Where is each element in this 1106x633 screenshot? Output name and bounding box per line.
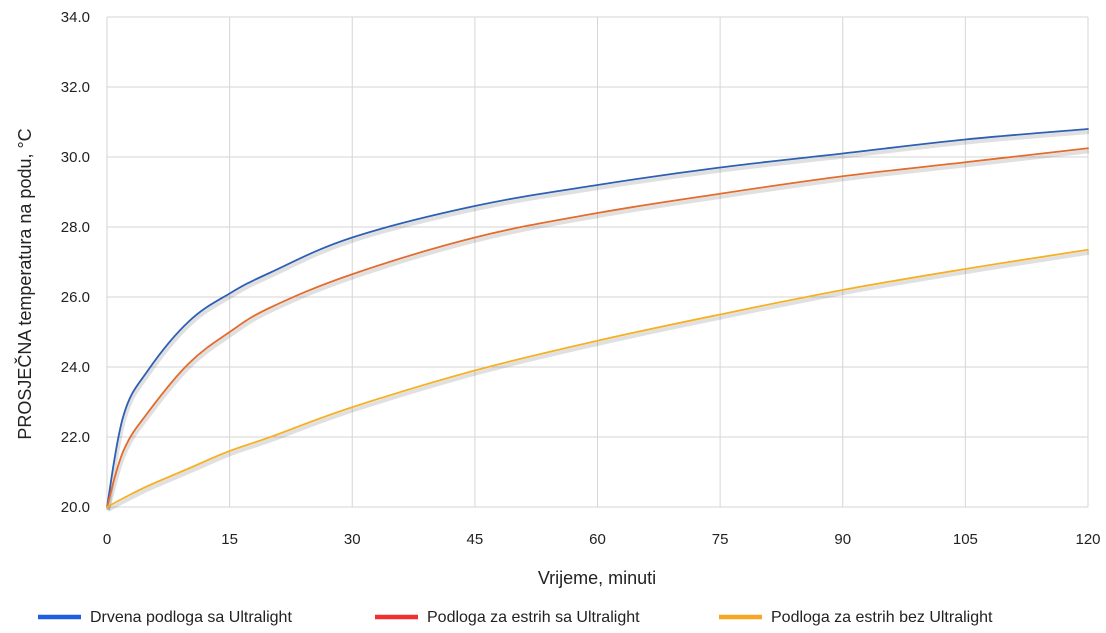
y-tick-label: 32.0 — [61, 79, 90, 96]
y-tick-label: 24.0 — [61, 359, 90, 376]
y-tick-label: 30.0 — [61, 149, 90, 166]
series-lines — [106, 128, 1090, 512]
series-shadow — [106, 130, 1090, 511]
series-line — [106, 128, 1089, 508]
legend-label: Podloga za estrih bez Ultralight — [771, 609, 993, 626]
x-tick-label: 30 — [344, 531, 361, 548]
series-shadow — [107, 250, 1090, 512]
y-axis-ticks: 20.0 22.0 24.0 26.0 28.0 30.0 32.0 34.0 — [61, 9, 90, 516]
y-tick-label: 20.0 — [61, 499, 90, 516]
x-tick-label: 15 — [221, 531, 238, 548]
y-axis-title: PROSJEČNA temperatura na podu, °C — [14, 128, 35, 439]
x-tick-label: 75 — [712, 531, 729, 548]
x-tick-label: 0 — [103, 531, 111, 548]
series-line — [106, 147, 1089, 508]
x-tick-label: 120 — [1075, 531, 1100, 548]
legend: Drvena podloga sa Ultralight Podloga za e… — [38, 609, 993, 626]
x-tick-label: 45 — [467, 531, 484, 548]
x-tick-label: 90 — [834, 531, 851, 548]
x-axis-title: Vrijeme, minuti — [538, 568, 656, 588]
grid-lines — [106, 16, 1089, 508]
series-line — [106, 248, 1089, 508]
y-tick-label: 22.0 — [61, 429, 90, 446]
y-tick-label: 34.0 — [61, 9, 90, 26]
y-tick-label: 26.0 — [61, 289, 90, 306]
x-axis-ticks: 0 15 30 45 60 75 90 105 120 — [103, 531, 1101, 548]
series-shadow — [106, 149, 1090, 511]
legend-label: Drvena podloga sa Ultralight — [90, 609, 292, 626]
y-tick-label: 28.0 — [61, 219, 90, 236]
x-tick-label: 60 — [589, 531, 606, 548]
x-tick-label: 105 — [953, 531, 978, 548]
legend-label: Podloga za estrih sa Ultralight — [427, 609, 640, 626]
